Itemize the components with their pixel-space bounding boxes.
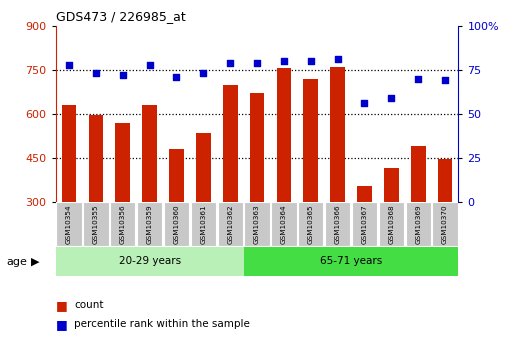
Bar bbox=[169, 149, 184, 202]
Bar bbox=[250, 93, 264, 202]
FancyBboxPatch shape bbox=[432, 202, 457, 246]
Text: 20-29 years: 20-29 years bbox=[119, 256, 181, 266]
Bar bbox=[330, 67, 345, 202]
Bar bbox=[61, 105, 76, 202]
FancyBboxPatch shape bbox=[137, 202, 162, 246]
Bar bbox=[142, 105, 157, 202]
Point bbox=[172, 74, 181, 80]
Text: GSM10367: GSM10367 bbox=[361, 204, 367, 244]
Point bbox=[333, 57, 342, 62]
Point bbox=[306, 58, 315, 64]
Point bbox=[360, 100, 369, 106]
Bar bbox=[116, 122, 130, 202]
Text: GSM10370: GSM10370 bbox=[442, 204, 448, 244]
Bar bbox=[384, 168, 399, 202]
Text: GSM10359: GSM10359 bbox=[147, 204, 153, 244]
Bar bbox=[357, 186, 372, 202]
Bar bbox=[438, 159, 453, 202]
Point bbox=[414, 76, 422, 81]
Bar bbox=[277, 68, 292, 202]
Text: GSM10362: GSM10362 bbox=[227, 204, 233, 244]
Bar bbox=[303, 79, 318, 202]
FancyBboxPatch shape bbox=[218, 202, 243, 246]
FancyBboxPatch shape bbox=[57, 202, 82, 246]
Text: GDS473 / 226985_at: GDS473 / 226985_at bbox=[56, 10, 186, 23]
Point bbox=[226, 60, 234, 66]
Bar bbox=[223, 85, 237, 202]
Text: 65-71 years: 65-71 years bbox=[320, 256, 382, 266]
FancyBboxPatch shape bbox=[110, 202, 135, 246]
FancyBboxPatch shape bbox=[83, 202, 109, 246]
Point bbox=[145, 62, 154, 67]
Text: ■: ■ bbox=[56, 318, 67, 331]
Point bbox=[441, 78, 449, 83]
Point bbox=[387, 95, 395, 101]
Point bbox=[92, 71, 100, 76]
Bar bbox=[411, 146, 426, 202]
Text: age: age bbox=[6, 257, 27, 266]
FancyBboxPatch shape bbox=[379, 202, 404, 246]
FancyBboxPatch shape bbox=[244, 247, 458, 276]
Text: GSM10363: GSM10363 bbox=[254, 204, 260, 244]
FancyBboxPatch shape bbox=[164, 202, 189, 246]
FancyBboxPatch shape bbox=[405, 202, 431, 246]
FancyBboxPatch shape bbox=[325, 202, 350, 246]
FancyBboxPatch shape bbox=[191, 202, 216, 246]
Bar bbox=[196, 133, 211, 202]
Point bbox=[65, 62, 73, 67]
Point bbox=[280, 58, 288, 64]
Text: GSM10364: GSM10364 bbox=[281, 204, 287, 244]
Text: ■: ■ bbox=[56, 299, 67, 312]
Text: GSM10360: GSM10360 bbox=[173, 204, 180, 244]
Point bbox=[119, 72, 127, 78]
Text: count: count bbox=[74, 300, 104, 310]
Text: GSM10365: GSM10365 bbox=[308, 204, 314, 244]
Text: GSM10354: GSM10354 bbox=[66, 204, 72, 244]
FancyBboxPatch shape bbox=[244, 202, 270, 246]
Text: GSM10369: GSM10369 bbox=[415, 204, 421, 244]
Text: ▶: ▶ bbox=[31, 257, 39, 266]
Point bbox=[199, 71, 208, 76]
Text: percentile rank within the sample: percentile rank within the sample bbox=[74, 319, 250, 329]
Bar bbox=[89, 115, 103, 202]
Text: GSM10356: GSM10356 bbox=[120, 204, 126, 244]
FancyBboxPatch shape bbox=[298, 202, 323, 246]
Text: GSM10361: GSM10361 bbox=[200, 204, 206, 244]
FancyBboxPatch shape bbox=[56, 247, 244, 276]
Text: GSM10366: GSM10366 bbox=[334, 204, 341, 244]
FancyBboxPatch shape bbox=[271, 202, 296, 246]
Text: GSM10368: GSM10368 bbox=[388, 204, 394, 244]
Text: GSM10355: GSM10355 bbox=[93, 204, 99, 244]
Point bbox=[253, 60, 261, 66]
FancyBboxPatch shape bbox=[352, 202, 377, 246]
